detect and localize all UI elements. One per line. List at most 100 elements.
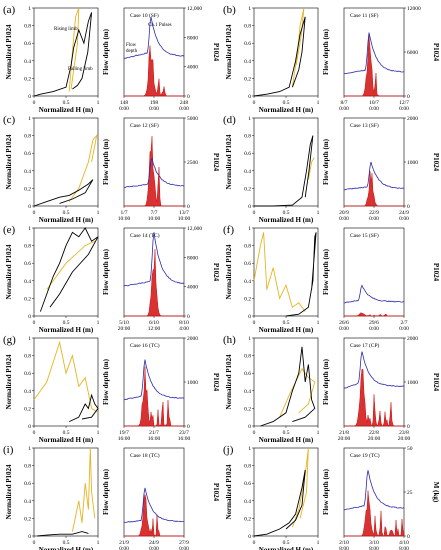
time-tick-time: 0:00: [399, 326, 409, 332]
hysteresis-reference-line: [291, 7, 305, 88]
x-tick-label: 0.5: [283, 100, 290, 106]
y-tick-label: 0.2: [244, 296, 251, 302]
flow-depth-series: [123, 359, 185, 401]
hysteresis-frame: [253, 227, 319, 317]
x-tick-label: 1: [97, 540, 100, 546]
y-tick-label: 0.6: [24, 41, 31, 47]
x-axis-label: Normalized H (m): [39, 326, 94, 334]
panel-label: (f): [223, 224, 234, 236]
y-tick-label: 0.2: [244, 186, 251, 192]
hysteresis-event-line: [253, 16, 306, 97]
p1024-series: [124, 45, 184, 97]
flow-depth-series: [123, 232, 185, 287]
y-tick-label: 0: [248, 314, 251, 320]
x-tick-label: 1: [97, 320, 100, 326]
time-tick-time: 20:00: [118, 326, 131, 332]
p1024-series: [124, 494, 184, 537]
panel-label: (g): [3, 334, 16, 346]
timeseries-frame: [343, 117, 405, 207]
annotation-falling-limb: Falling limb: [68, 67, 93, 72]
right-axis-label: P1024: [432, 373, 440, 392]
y-tick-label: 0.4: [244, 499, 251, 505]
hysteresis-reference-line: [71, 447, 96, 532]
flow-depth-axis-label: Flow depth (m): [102, 468, 110, 515]
right-tick-label: 8000: [187, 255, 198, 261]
right-tick-label: 1000: [407, 160, 418, 166]
y-tick-label: 1: [248, 6, 251, 12]
hysteresis-reference-line: [46, 240, 95, 290]
case-title: Case 13 (SF): [350, 122, 379, 129]
case-title: Case 18 (TC): [130, 452, 160, 459]
flow-depth-series: [343, 284, 405, 304]
y-tick-label: 0: [28, 424, 31, 430]
time-tick-time: 0:00: [339, 216, 349, 222]
y-tick-label: 1: [28, 446, 31, 452]
y-tick-label: 0.8: [24, 24, 31, 30]
flow-depth-axis-label: Flow depth (m): [102, 28, 110, 75]
x-tick-label: 0: [253, 100, 256, 106]
time-tick-day: 7/7: [150, 210, 157, 216]
time-tick-day: 21/8: [339, 430, 349, 436]
time-tick-day: 4/10: [399, 540, 409, 546]
y-tick-label: 1: [248, 336, 251, 342]
right-axis-label: P1024: [212, 153, 220, 172]
right-tick-label: 0: [407, 534, 410, 540]
p1024-series: [344, 368, 404, 427]
y-tick-label: 0: [28, 314, 31, 320]
y-tick-label: 0.6: [244, 261, 251, 267]
time-tick-time: 0:00: [399, 106, 409, 112]
x-tick-label: 0.5: [283, 540, 290, 546]
hysteresis-frame: [253, 117, 319, 207]
case-title: Case 19 (TC): [350, 452, 380, 459]
flow-depth-series: [344, 161, 405, 191]
x-tick-label: 0: [253, 430, 256, 436]
hysteresis-reference-line: [291, 447, 309, 528]
time-tick-day: 8/10: [179, 320, 189, 326]
panel-label: (j): [223, 444, 234, 456]
flow-depth-series: [123, 158, 185, 189]
x-axis-label: Normalized H (m): [259, 546, 314, 550]
time-tick-time: 20:00: [368, 436, 381, 442]
y-tick-label: 0.4: [24, 499, 31, 505]
x-tick-label: 1: [317, 320, 320, 326]
y-tick-label: 0.4: [244, 279, 251, 285]
y-tick-label: 1: [28, 336, 31, 342]
x-axis-label: Normalized H (m): [259, 216, 314, 224]
time-tick-day: 8/7: [340, 100, 347, 106]
p1024-series: [124, 249, 184, 317]
time-tick-day: 21/9: [119, 540, 129, 546]
x-tick-label: 0: [33, 540, 36, 546]
panel-label: (h): [223, 334, 236, 346]
y-tick-label: 0.2: [24, 516, 31, 522]
y-tick-label: 1: [28, 6, 31, 12]
time-tick-day: 20/9: [339, 210, 349, 216]
x-axis-label: Normalized H (m): [259, 326, 314, 334]
x-tick-label: 0.5: [63, 320, 70, 326]
panel-label: (i): [3, 444, 14, 456]
time-tick-time: 20:00: [338, 436, 351, 442]
timeseries-frame: [123, 337, 185, 427]
case-title: Case 10 (SF): [130, 12, 159, 19]
time-tick-day: 19/7: [119, 430, 129, 436]
x-tick-label: 0.5: [283, 320, 290, 326]
x-axis-label: Normalized H (m): [39, 436, 94, 444]
p1024-series: [124, 136, 184, 207]
time-tick-time: 20:00: [398, 436, 411, 442]
x-tick-label: 0.5: [63, 100, 70, 106]
y-tick-label: 1: [248, 226, 251, 232]
time-tick-time: 12:00: [148, 326, 161, 332]
x-tick-label: 1: [317, 540, 320, 546]
hysteresis-event-line: [253, 469, 306, 537]
flow-depth-axis-label: Flow depth (m): [322, 358, 330, 405]
y-tick-label: 0.8: [244, 244, 251, 250]
p1024-series: [344, 490, 405, 537]
x-tick-label: 0: [253, 210, 256, 216]
case-title: Case 17 (CP): [350, 342, 380, 349]
panel-label: (e): [3, 224, 16, 236]
y-tick-label: 0.2: [244, 76, 251, 82]
timeseries-frame: [123, 447, 185, 537]
right-axis-label: P1024: [212, 373, 220, 392]
time-tick-time: 0:00: [399, 216, 409, 222]
